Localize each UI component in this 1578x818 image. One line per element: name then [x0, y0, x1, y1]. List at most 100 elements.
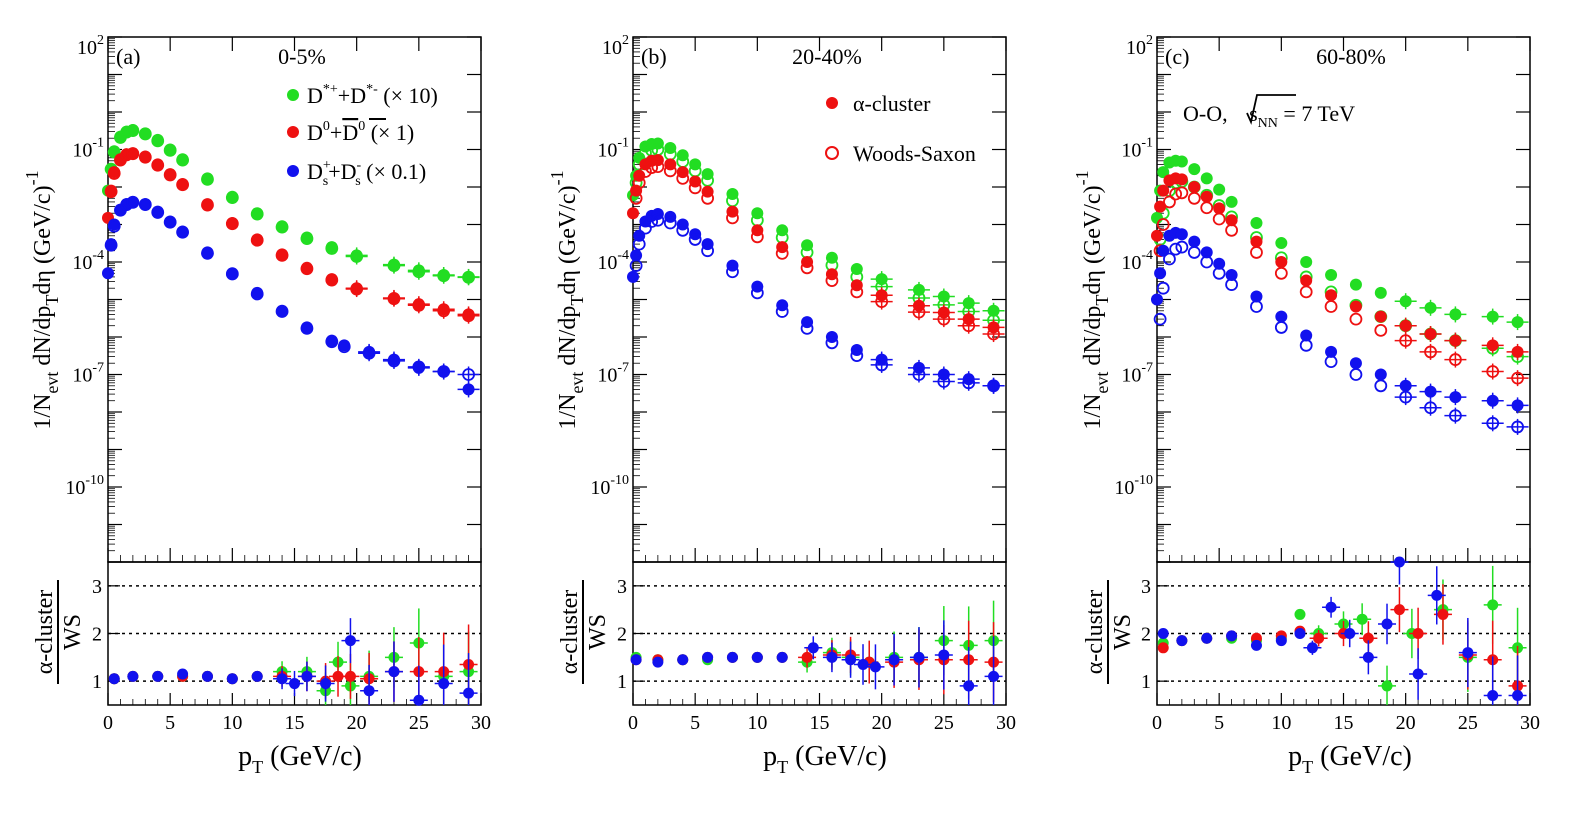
data-point-open	[1187, 246, 1201, 259]
ratio-point	[1356, 613, 1368, 625]
data-point-open	[912, 305, 926, 319]
ratio-point	[289, 678, 300, 690]
ratio-point	[1176, 635, 1188, 647]
data-point-open	[387, 292, 401, 306]
ratio-point	[1275, 635, 1287, 647]
ratio-point	[1512, 689, 1524, 701]
x-tick-label: 25	[409, 712, 429, 734]
data-point	[139, 198, 152, 211]
ratio-point	[857, 658, 869, 670]
data-point-open	[176, 178, 190, 192]
data-point	[1188, 163, 1201, 176]
data-point-open	[151, 158, 165, 172]
y-tick-label: 10-10	[65, 473, 104, 499]
svg-text:WS: WS	[585, 614, 611, 650]
data-point	[1349, 357, 1362, 370]
data-point-open	[701, 244, 714, 258]
data-point-open	[163, 215, 177, 229]
data-point-open	[126, 147, 140, 161]
data-point-open	[1250, 300, 1263, 313]
svg-text:α-cluster: α-cluster	[1082, 590, 1108, 675]
legend-label-alpha: α-cluster	[853, 91, 931, 116]
ratio-point	[463, 687, 475, 699]
x-tick-label: 20	[347, 712, 367, 734]
x-tick-label: 0	[628, 712, 638, 734]
chart-panel-b: (b) 20-40% 10-10 10-7 10-4 10-1 102 0 5 10 15 20 25 3…	[590, 33, 1016, 734]
data-point	[1424, 301, 1437, 314]
data-point-open	[639, 165, 652, 178]
ratio-point	[938, 649, 950, 661]
data-point	[1374, 310, 1387, 323]
data-point-open	[663, 164, 677, 178]
legend-label-dstar: D*++D*- (× 10)	[307, 82, 438, 108]
series-3	[629, 160, 1005, 343]
data-point-open	[1153, 312, 1167, 326]
data-point	[664, 158, 677, 171]
ratio-point	[652, 656, 664, 668]
data-point-open	[250, 233, 264, 247]
data-point-open	[1511, 420, 1524, 434]
data-point-open	[104, 185, 118, 199]
data-point-open	[437, 365, 451, 378]
data-point-open	[350, 282, 364, 296]
x-tick-label: 20	[872, 712, 892, 734]
data-point-open	[1399, 390, 1413, 404]
data-point-open	[225, 267, 239, 281]
data-point-open	[750, 286, 764, 300]
data-point-open	[176, 153, 190, 167]
data-point	[1374, 368, 1387, 381]
legend-panel-b: α-cluster Woods-Saxon	[825, 91, 976, 166]
ratio-y-tick-label: 2	[617, 624, 627, 646]
data-point-open	[138, 127, 152, 141]
data-point	[1157, 244, 1170, 257]
ratio-point	[344, 635, 356, 647]
x-tick-label: 10	[747, 712, 767, 734]
data-point-open	[1349, 368, 1363, 381]
ratio-point	[845, 654, 857, 666]
ratio-point	[702, 651, 714, 663]
legend-label-d0: D0+D0 (× 1)	[307, 119, 414, 145]
data-point-open	[325, 273, 339, 287]
data-point-open	[201, 198, 214, 212]
series-2	[1151, 172, 1529, 360]
data-point	[627, 270, 639, 283]
ratio-y-tick-label: 1	[617, 671, 627, 693]
data-point-open	[462, 309, 475, 323]
data-point-open	[337, 340, 351, 354]
data-point-open	[300, 262, 314, 276]
ratio-point	[1487, 689, 1499, 701]
data-point	[1511, 316, 1524, 329]
data-point	[1511, 345, 1524, 358]
data-point	[1175, 155, 1188, 168]
data-point	[1213, 202, 1226, 215]
collision-system-label: O-O, sNN = 7 TeV	[1183, 94, 1355, 131]
ratio-point	[826, 651, 838, 663]
data-point-open	[962, 319, 976, 333]
data-point-open	[387, 354, 401, 368]
series-2	[627, 154, 1005, 336]
legend-label-ds: D+ s+D-s (× 0.1)	[307, 158, 426, 189]
svg-text:1/Nevt dN/dpTdη (GeV/c)-1: 1/Nevt dN/dpTdη (GeV/c)-1	[1072, 170, 1112, 429]
y-tick-label: 10-1	[1121, 136, 1153, 162]
ratio-point	[1344, 628, 1356, 639]
data-point-open	[412, 265, 426, 279]
data-point	[1250, 235, 1263, 248]
data-point-open	[1449, 353, 1462, 366]
data-point-open	[775, 246, 789, 260]
data-point-open	[1511, 371, 1524, 385]
ratio-point	[1313, 632, 1325, 644]
y-tick-label: 10-4	[72, 248, 104, 274]
data-point	[1157, 184, 1170, 197]
legend-marker-ds	[287, 165, 299, 177]
ratio-point	[1393, 556, 1405, 568]
y-tick-label: 102	[602, 33, 629, 59]
data-point	[1486, 310, 1499, 323]
ratio-point	[276, 673, 288, 685]
series-5	[1153, 240, 1529, 435]
data-point-open	[1212, 266, 1226, 280]
data-point-open	[726, 211, 739, 225]
y-axis-title-c: 1/Nevt dN/dpTdη (GeV/c)-1	[1072, 170, 1112, 429]
data-point-open	[825, 274, 839, 287]
data-point-open	[726, 265, 739, 279]
ratio-point	[1393, 604, 1405, 616]
